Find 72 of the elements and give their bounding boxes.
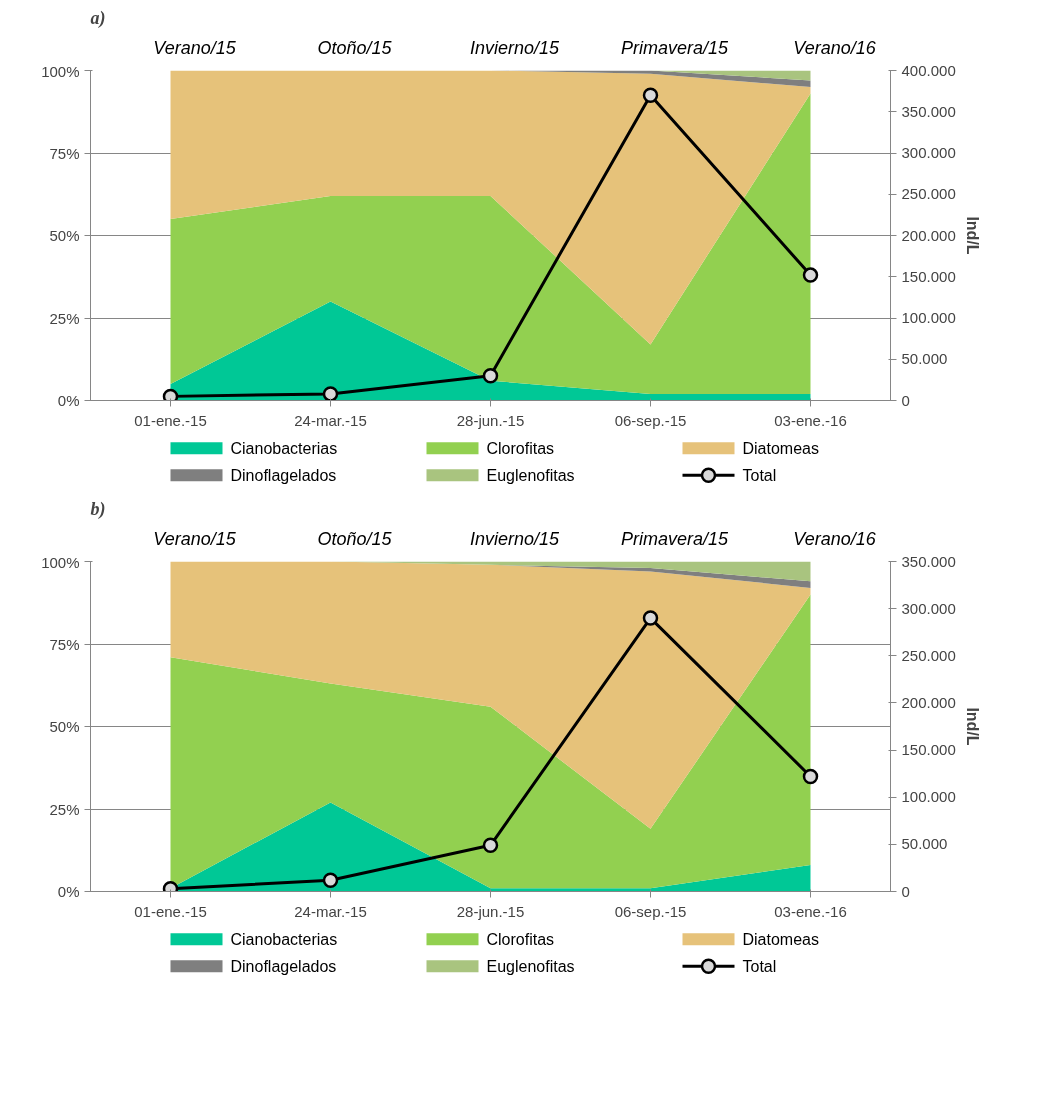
y2-tick-label: 350.000: [901, 552, 956, 570]
text: Otoño/15: [317, 37, 393, 58]
y2-tick-label: 50.000: [901, 350, 948, 368]
y-tick-label: 100%: [41, 553, 80, 571]
legend-label: Clorofitas: [486, 439, 555, 457]
point: [802, 267, 819, 283]
legend-label: Euglenofitas: [486, 466, 575, 484]
y2-tick-label: 200.000: [901, 226, 956, 244]
legend-label: Dinoflagelados: [230, 957, 337, 975]
y2-axis-title: Ind/L: [963, 216, 981, 255]
x-tick-label: 06-sep.-15: [614, 902, 687, 920]
point: [642, 87, 659, 103]
point: [162, 388, 179, 401]
text: Verano/16: [793, 37, 877, 58]
point: [322, 386, 339, 401]
y-tick-label: 75%: [49, 635, 80, 653]
point: [642, 610, 659, 626]
y2-tick-label: 50.000: [901, 835, 948, 853]
y2-tick-label: 100.000: [901, 788, 956, 806]
text: Verano/16: [793, 528, 877, 549]
x-tick-label: 24-mar.-15: [294, 411, 367, 429]
y2-tick-label: 300.000: [901, 144, 956, 161]
y2-tick-label: 400.000: [901, 61, 956, 79]
x-tick-label: 01-ene.-15: [134, 411, 207, 429]
y2-tick-label: 250.000: [901, 185, 956, 203]
legend-label: Dinoflagelados: [230, 466, 337, 484]
chart-title: b): [90, 498, 106, 520]
chart-title: a): [90, 7, 106, 29]
x-tick-label: 28-jun.-15: [456, 902, 525, 920]
point: [322, 872, 339, 888]
text: Invierno/15: [469, 528, 561, 549]
y2-tick-label: 200.000: [901, 693, 956, 711]
y2-tick-label: 250.000: [901, 646, 956, 664]
y-tick-label: 75%: [49, 144, 80, 162]
legend-label: Clorofitas: [486, 930, 555, 948]
legend-label: Diatomeas: [742, 439, 819, 457]
x-tick-label: 01-ene.-15: [134, 902, 207, 920]
text: Otoño/15: [317, 528, 393, 549]
y2-axis-title: Ind/L: [963, 707, 981, 746]
x-tick-label: 03-ene.-16: [774, 411, 847, 429]
legend-label: Cianobacterias: [230, 439, 338, 457]
legend-label: Euglenofitas: [486, 957, 575, 975]
y-tick-label: 0%: [57, 392, 80, 409]
text: Primavera/15: [620, 528, 730, 549]
text: Invierno/15: [469, 37, 561, 58]
x-tick-label: 28-jun.-15: [456, 411, 525, 429]
legend-label: Diatomeas: [742, 930, 819, 948]
x-tick-label: 24-mar.-15: [294, 902, 367, 920]
text: Verano/15: [153, 528, 237, 549]
y-tick-label: 50%: [49, 227, 80, 244]
y2-tick-label: 350.000: [901, 102, 956, 120]
y2-tick-label: 150.000: [901, 267, 956, 285]
legend-label: Total: [742, 466, 777, 484]
y2-tick-label: 150.000: [901, 741, 956, 759]
y-tick-label: 100%: [41, 62, 80, 80]
y2-tick-label: 0: [901, 391, 910, 409]
legend-label: Total: [742, 957, 777, 975]
point: [482, 837, 499, 854]
text: Primavera/15: [620, 37, 730, 58]
y2-tick-label: 0: [901, 882, 910, 900]
text: Verano/15: [153, 37, 237, 58]
point: [802, 768, 819, 785]
x-tick-label: 03-ene.-16: [774, 902, 847, 920]
y2-tick-label: 300.000: [901, 599, 956, 617]
y-tick-label: 25%: [49, 800, 80, 818]
y-tick-label: 0%: [57, 883, 80, 900]
y-tick-label: 25%: [49, 309, 80, 327]
legend-label: Cianobacterias: [230, 930, 338, 948]
x-tick-label: 06-sep.-15: [614, 411, 687, 429]
y2-tick-label: 100.000: [901, 309, 956, 326]
y-tick-label: 50%: [49, 718, 80, 735]
point: [482, 368, 499, 384]
